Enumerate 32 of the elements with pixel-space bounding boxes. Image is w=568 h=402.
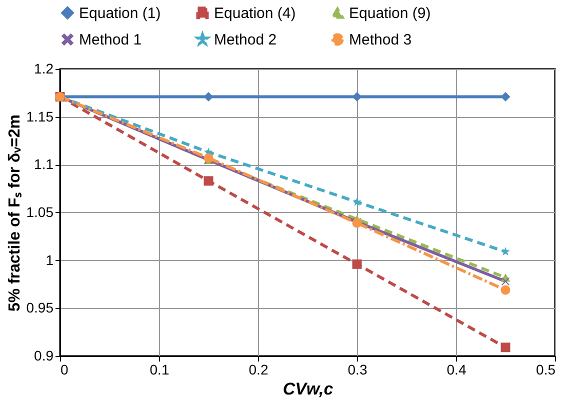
legend-label: Equation (4) <box>214 4 296 22</box>
x-tick-label: 0.1 <box>150 362 170 378</box>
point <box>500 92 510 102</box>
y-tick-label: 1.05 <box>26 204 54 220</box>
y-tick-label: 1.2 <box>34 60 54 76</box>
point <box>500 342 510 352</box>
y-axis-title: 5% fractile of Fₛ for δᵥ=2m <box>6 114 24 312</box>
point <box>352 197 362 206</box>
legend-label: Equation (9) <box>349 5 431 22</box>
point <box>352 92 362 102</box>
point <box>501 277 510 286</box>
point <box>500 285 510 295</box>
point <box>500 246 510 256</box>
point <box>204 92 214 102</box>
x-tick-label: 0.5 <box>536 362 556 378</box>
x-axis-title: CVw,c <box>282 380 334 398</box>
legend-label: Method 2 <box>214 32 277 48</box>
y-tick-label: 0.9 <box>34 348 54 364</box>
x-tick-label: 0.2 <box>248 362 268 378</box>
legend-label: Equation (1) <box>79 4 161 22</box>
x-tick-label: 0 <box>60 362 68 378</box>
y-tick-label: 1.15 <box>26 108 54 124</box>
y-tick-label: 0.95 <box>26 300 54 316</box>
y-tick-label: 1.1 <box>34 156 54 172</box>
legend-label: Method 1 <box>79 32 142 48</box>
legend-label: Method 3 <box>349 32 412 48</box>
point <box>352 259 362 269</box>
y-tick-label: 1 <box>46 252 54 268</box>
x-tick-label: 0.4 <box>446 362 466 378</box>
x-tick-label: 0.3 <box>348 362 368 378</box>
point <box>204 176 214 186</box>
point <box>204 153 214 163</box>
